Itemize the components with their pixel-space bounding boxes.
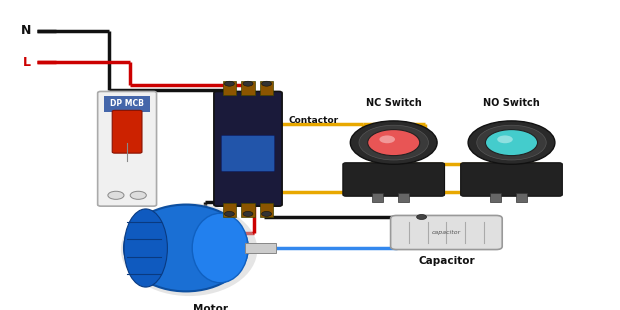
Bar: [241, 203, 255, 217]
Circle shape: [379, 135, 395, 143]
FancyBboxPatch shape: [221, 135, 275, 171]
Circle shape: [224, 211, 234, 216]
Bar: [398, 193, 409, 202]
FancyBboxPatch shape: [391, 215, 502, 250]
Ellipse shape: [124, 205, 248, 291]
Circle shape: [243, 81, 253, 86]
Bar: [490, 193, 501, 202]
Text: DP MCB: DP MCB: [110, 99, 144, 108]
Bar: [260, 203, 273, 217]
Circle shape: [130, 191, 146, 199]
FancyBboxPatch shape: [343, 163, 445, 196]
Text: Capacitor: Capacitor: [418, 256, 475, 266]
Circle shape: [350, 121, 437, 164]
Circle shape: [477, 125, 546, 160]
Text: NC Switch: NC Switch: [366, 99, 422, 108]
Circle shape: [417, 215, 427, 219]
Text: NO Switch: NO Switch: [483, 99, 540, 108]
Bar: [104, 96, 150, 112]
Circle shape: [224, 81, 234, 86]
Text: Contactor: Contactor: [288, 116, 339, 126]
Circle shape: [243, 211, 253, 216]
Text: N: N: [20, 24, 31, 38]
Circle shape: [262, 81, 272, 86]
Circle shape: [468, 121, 555, 164]
Bar: [260, 81, 273, 95]
FancyBboxPatch shape: [461, 163, 562, 196]
Bar: [241, 81, 255, 95]
Circle shape: [497, 135, 513, 143]
FancyBboxPatch shape: [214, 91, 282, 206]
Ellipse shape: [124, 209, 167, 287]
Bar: [223, 81, 236, 95]
Ellipse shape: [121, 203, 257, 296]
Circle shape: [108, 191, 124, 199]
Bar: [245, 243, 276, 253]
Ellipse shape: [192, 213, 248, 283]
FancyBboxPatch shape: [112, 110, 142, 153]
Circle shape: [359, 125, 428, 160]
FancyBboxPatch shape: [97, 91, 156, 206]
Text: Motor: Motor: [193, 304, 228, 310]
Circle shape: [262, 211, 272, 216]
Circle shape: [368, 130, 420, 156]
Bar: [223, 203, 236, 217]
Circle shape: [485, 130, 538, 156]
Text: capacitor: capacitor: [432, 230, 461, 235]
Text: L: L: [23, 55, 31, 69]
Bar: [516, 193, 527, 202]
Bar: [372, 193, 383, 202]
